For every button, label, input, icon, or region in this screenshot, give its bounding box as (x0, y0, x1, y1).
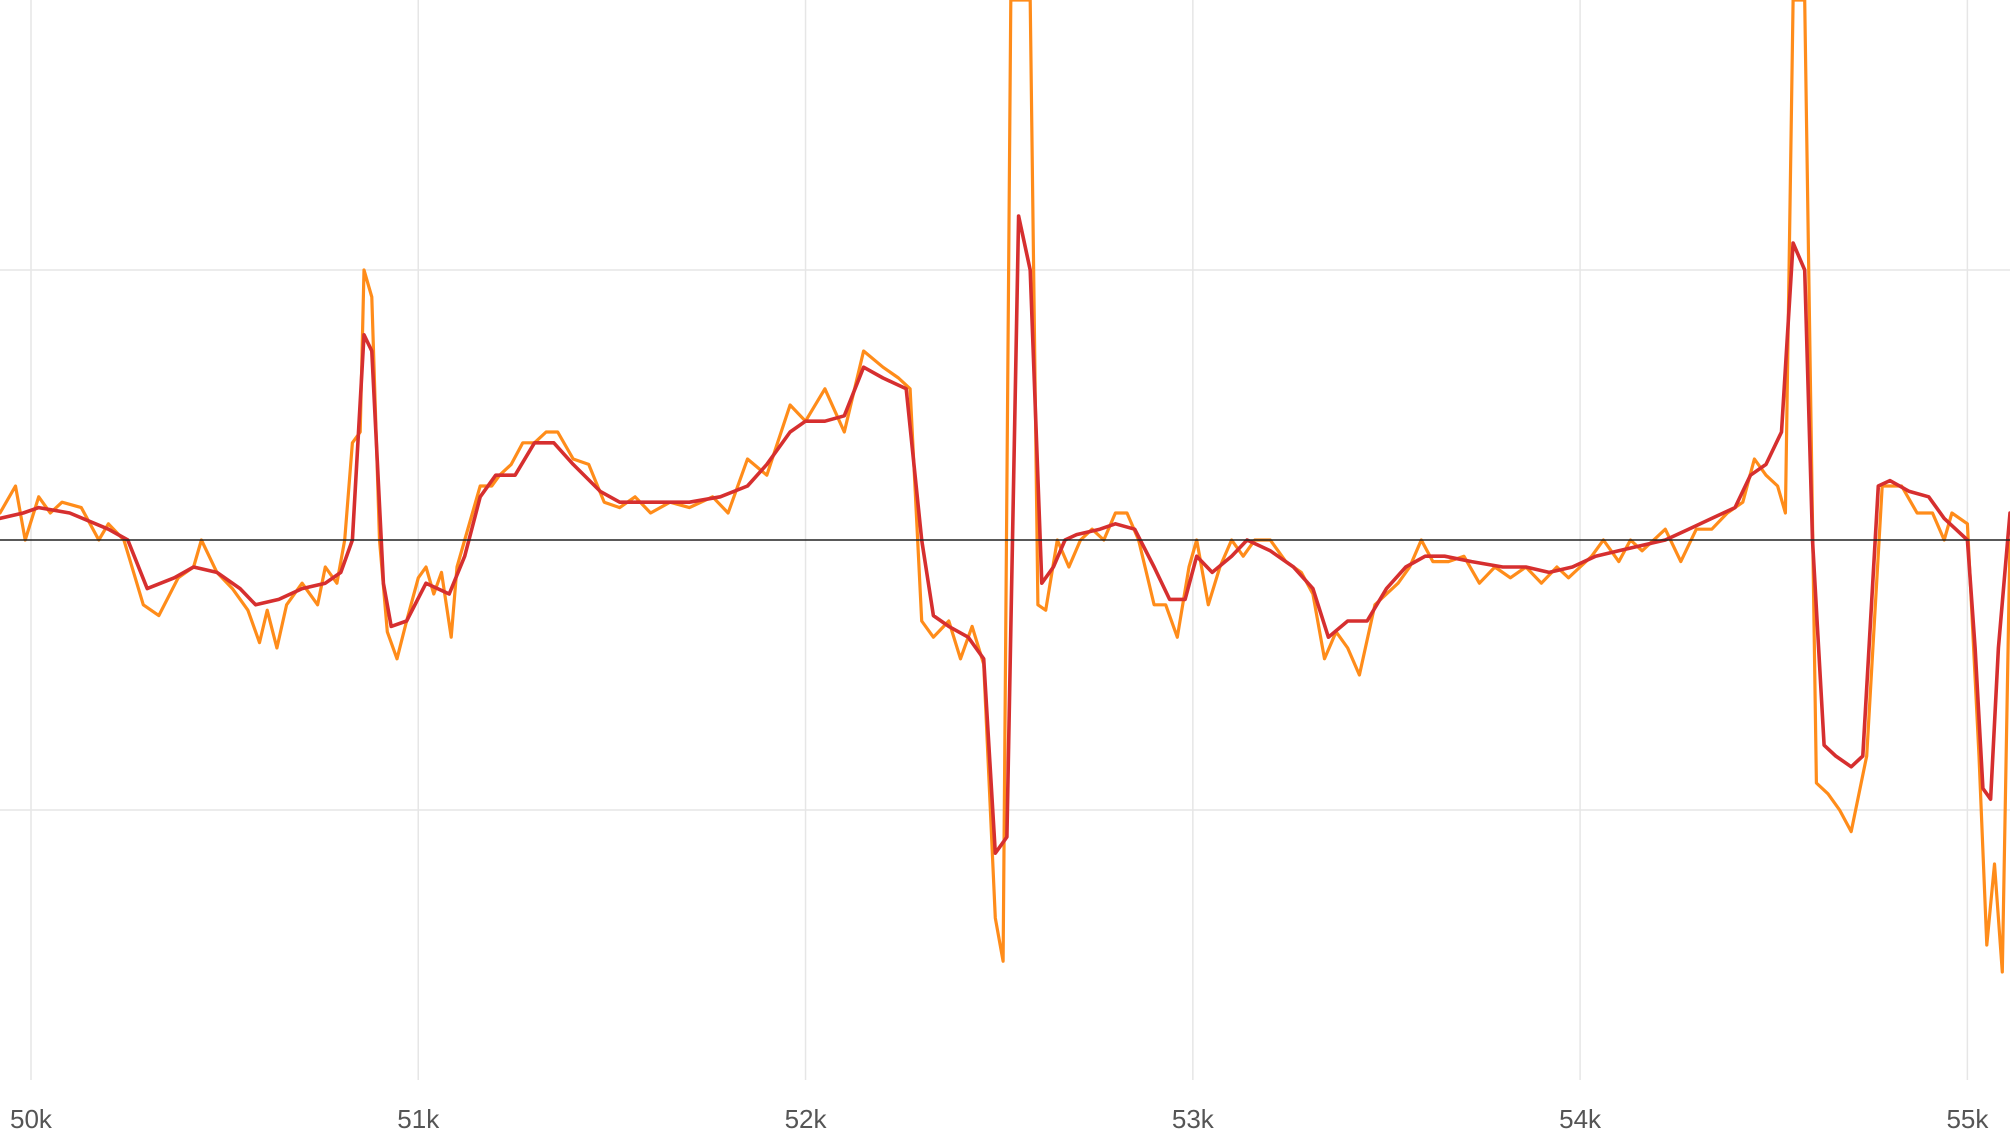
x-tick-label: 54k (1559, 1104, 1602, 1134)
x-tick-label: 52k (785, 1104, 828, 1134)
x-tick-label: 51k (397, 1104, 440, 1134)
series-layer (0, 0, 2010, 974)
x-tick-label: 55k (1946, 1104, 1989, 1134)
x-tick-label: 53k (1172, 1104, 1215, 1134)
series-line-smoothed (0, 214, 2010, 856)
x-tick-label: 50k (10, 1104, 53, 1134)
series-line-raw (0, 0, 2010, 974)
x-tick-labels: 50k 51k 52k 53k 54k 55k (10, 1104, 1989, 1134)
